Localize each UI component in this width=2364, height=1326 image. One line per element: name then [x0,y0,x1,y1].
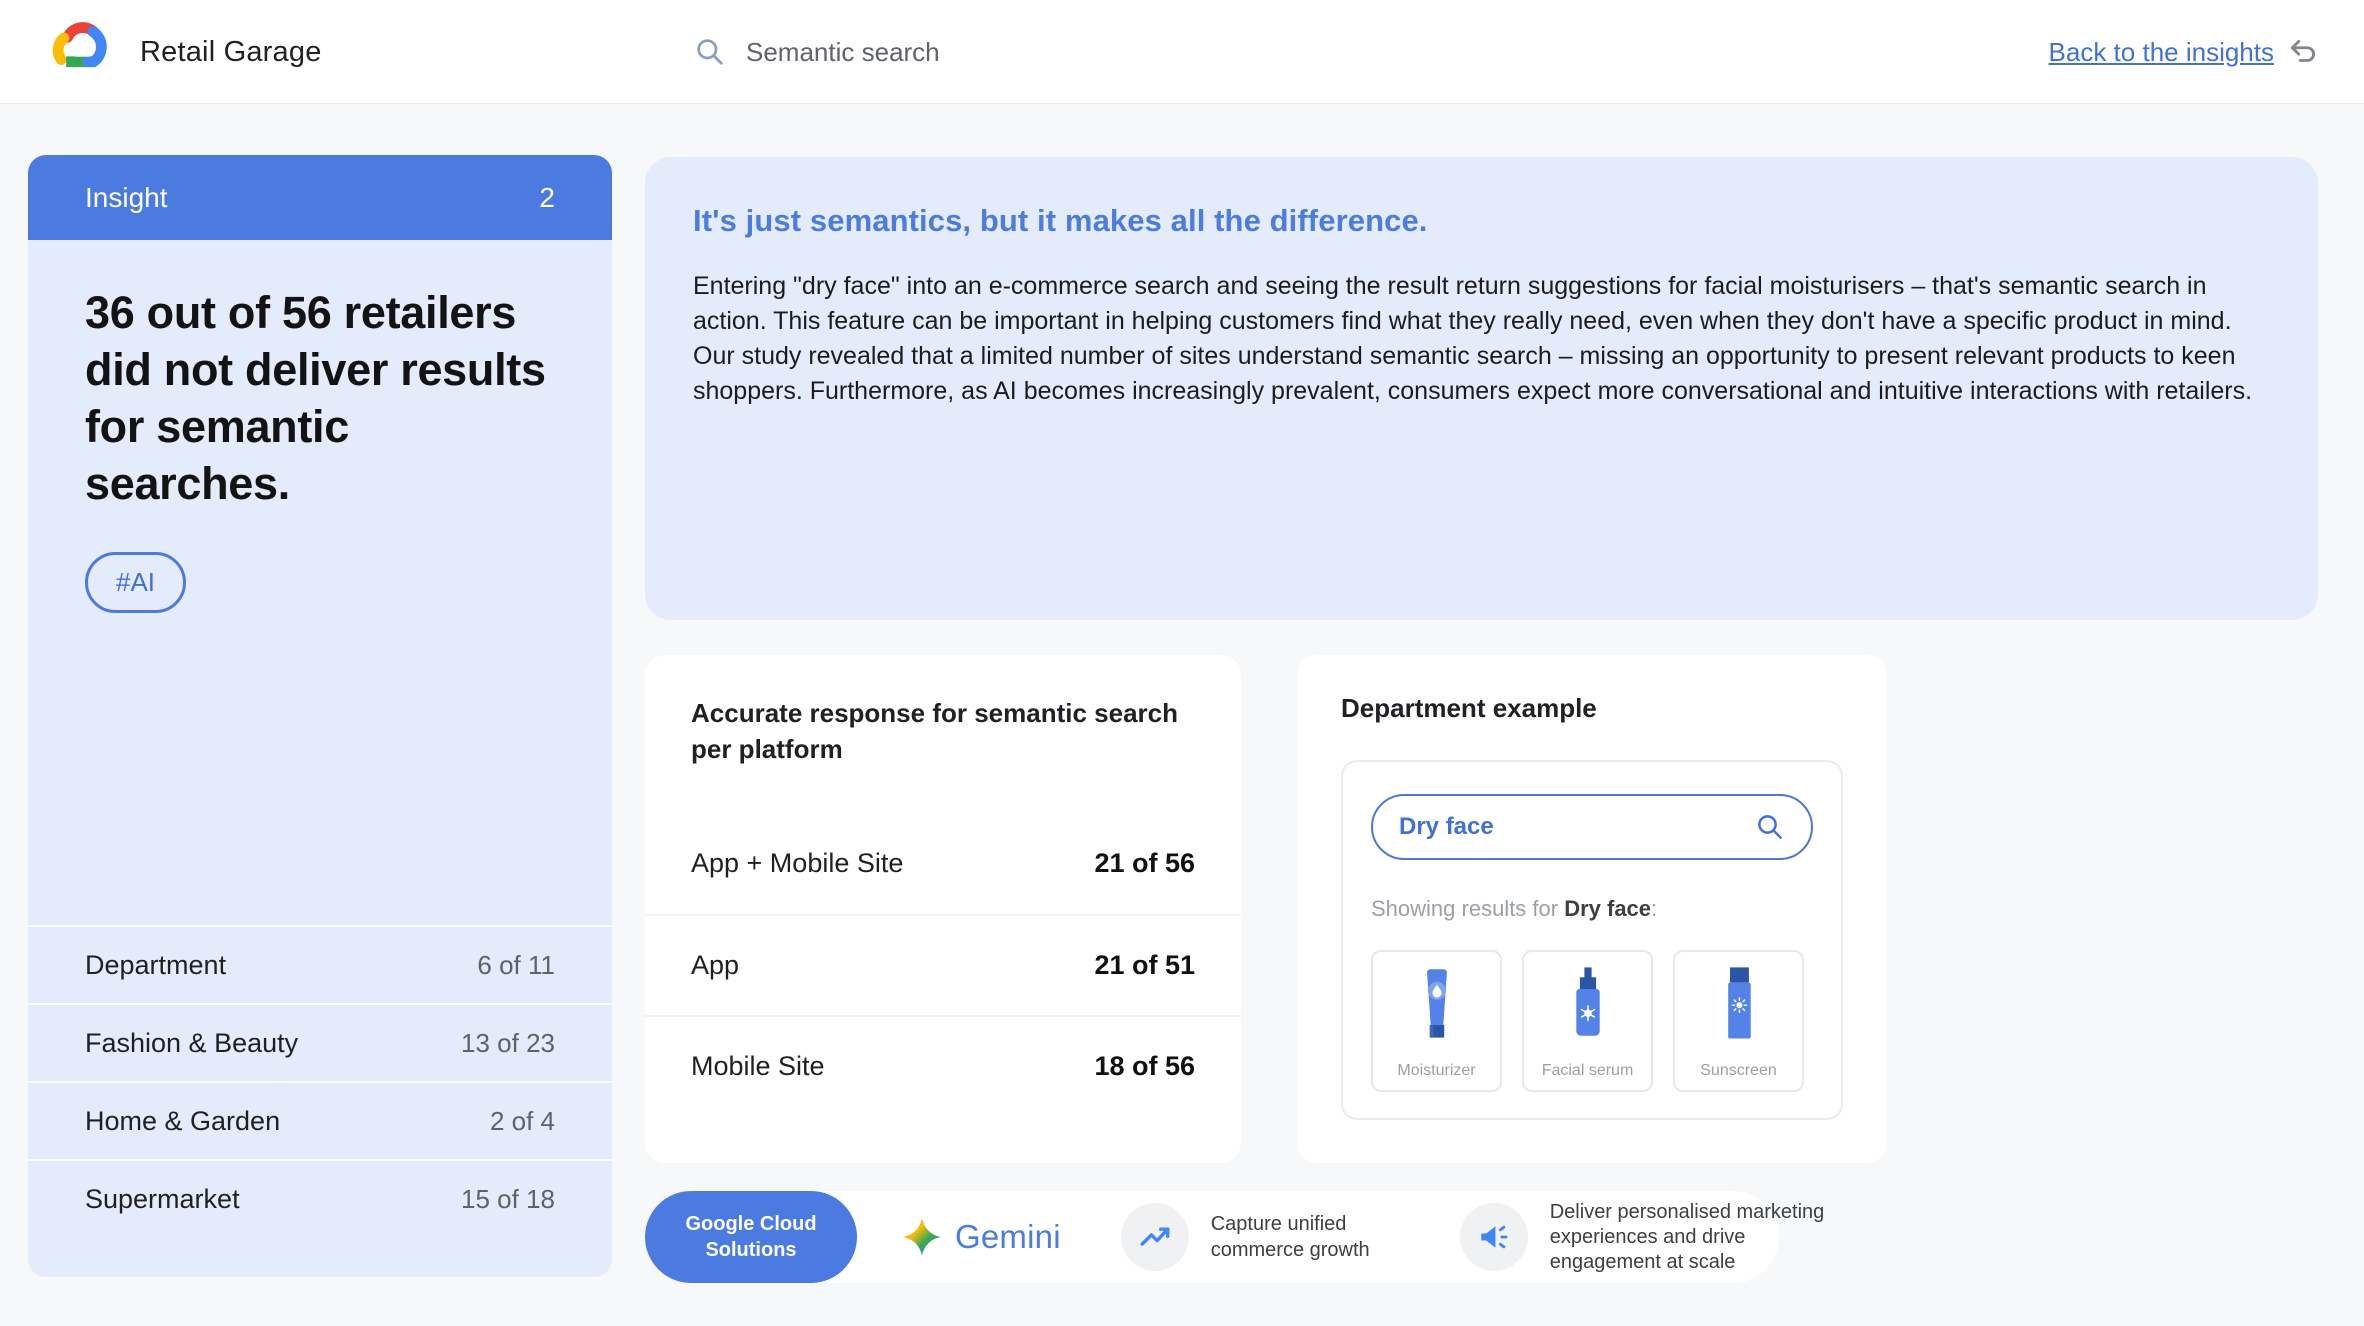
results-prefix: Showing results for [1371,896,1565,921]
product-tile-sunscreen: Sunscreen [1673,950,1804,1092]
gemini-wordmark: Gemini [955,1218,1061,1255]
solutions-footer-bar: Google Cloud Solutions Gemini Capture un… [645,1191,1824,1283]
platform-value: 18 of 56 [1094,1051,1195,1081]
product-label: Moisturizer [1397,1062,1476,1079]
sidebar-item-fashion-beauty[interactable]: Fashion & Beauty 13 of 23 [28,1003,612,1081]
demo-search-input: Dry face [1371,794,1813,860]
category-value: 13 of 23 [461,1027,555,1058]
insight-description-panel: It's just semantics, but it makes all th… [645,157,2318,620]
demo-search-icon [1758,815,1782,839]
footer-item-text: Deliver personalised marketing experienc… [1549,1200,1825,1273]
sunscreen-icon [1727,967,1751,1039]
platform-row-mobile-site: Mobile Site 18 of 56 [645,1015,1241,1116]
back-to-insights-link[interactable]: Back to the insights [2048,36,2274,67]
top-header: Retail Garage Semantic search Back to th… [0,0,2364,104]
icon-circle [1120,1203,1189,1271]
semantic-search-input[interactable]: Semantic search [694,0,940,104]
insight-panel-body: Entering "dry face" into an e-commerce s… [693,272,2253,405]
category-label: Department [85,949,227,980]
platform-label: Mobile Site [691,1051,825,1081]
platform-label: App + Mobile Site [691,848,904,878]
undo-arrow-icon[interactable] [2286,35,2320,69]
product-tile-moisturizer: Moisturizer [1371,950,1502,1092]
category-label: Home & Garden [85,1105,281,1136]
category-label: Supermarket [85,1183,240,1214]
product-label: Facial serum [1541,1062,1634,1079]
footer-item-marketing: Deliver personalised marketing experienc… [1459,1200,1845,1275]
product-label: Sunscreen [1700,1062,1777,1079]
results-term: Dry face [1564,896,1652,921]
product-tile-facial-serum: Facial serum [1522,950,1653,1092]
results-suffix: : [1651,896,1658,921]
insight-headline: 36 out of 56 retailers did not deliver r… [85,287,546,509]
insight-panel-heading: It's just semantics, but it makes all th… [693,203,1428,238]
platform-value: 21 of 56 [1094,848,1195,878]
demo-results-line: Showing results for Dry face: [1371,896,1813,922]
platform-results-card: Accurate response for semantic search pe… [645,655,1241,1163]
moisturizer-icon [1426,969,1447,1038]
facial-serum-icon [1575,967,1600,1036]
trending-up-icon [1140,1227,1170,1246]
platform-label: App [691,950,740,980]
search-demo-panel: Dry face Showing results for Dry face: [1341,760,1843,1120]
search-placeholder: Semantic search [746,36,940,67]
demo-search-value: Dry face [1399,813,1494,840]
footer-item-text: Capture unified commerce growth [1210,1213,1370,1261]
spacer [28,613,612,925]
category-value: 15 of 18 [461,1183,555,1214]
platform-row-app: App 21 of 51 [645,914,1241,1015]
insight-count: 2 [539,181,555,213]
platform-row-app-mobile: App + Mobile Site 21 of 56 [645,813,1241,914]
platform-card-title: Accurate response for semantic search pe… [691,698,1178,764]
ai-tag-chip[interactable]: #AI [85,552,187,613]
insight-card-header: Insight 2 [28,155,612,240]
category-value: 6 of 11 [477,949,555,980]
insight-card: Insight 2 36 out of 56 retailers did not… [28,155,612,1277]
insight-card-body: 36 out of 56 retailers did not deliver r… [28,240,612,1277]
icon-circle [1459,1203,1528,1271]
department-example-card: Department example Dry face Showing resu… [1297,655,1887,1163]
gemini-star-icon [903,1218,941,1256]
sidebar-item-department[interactable]: Department 6 of 11 [28,925,612,1003]
gemini-logo: Gemini [903,1218,1061,1256]
google-cloud-logo-icon [46,20,118,82]
category-label: Fashion & Beauty [85,1027,299,1058]
search-icon [697,39,723,65]
category-value: 2 of 4 [489,1105,555,1136]
insight-title: Insight [85,181,168,213]
google-cloud-solutions-button[interactable]: Google Cloud Solutions [645,1191,857,1283]
example-card-title: Department example [1341,693,1597,723]
footer-item-commerce: Capture unified commerce growth [1120,1203,1416,1271]
app-title: Retail Garage [140,35,322,68]
platform-value: 21 of 51 [1094,950,1195,980]
sidebar-item-home-garden[interactable]: Home & Garden 2 of 4 [28,1081,612,1159]
megaphone-icon [1480,1225,1508,1249]
sidebar-item-supermarket[interactable]: Supermarket 15 of 18 [28,1159,612,1237]
